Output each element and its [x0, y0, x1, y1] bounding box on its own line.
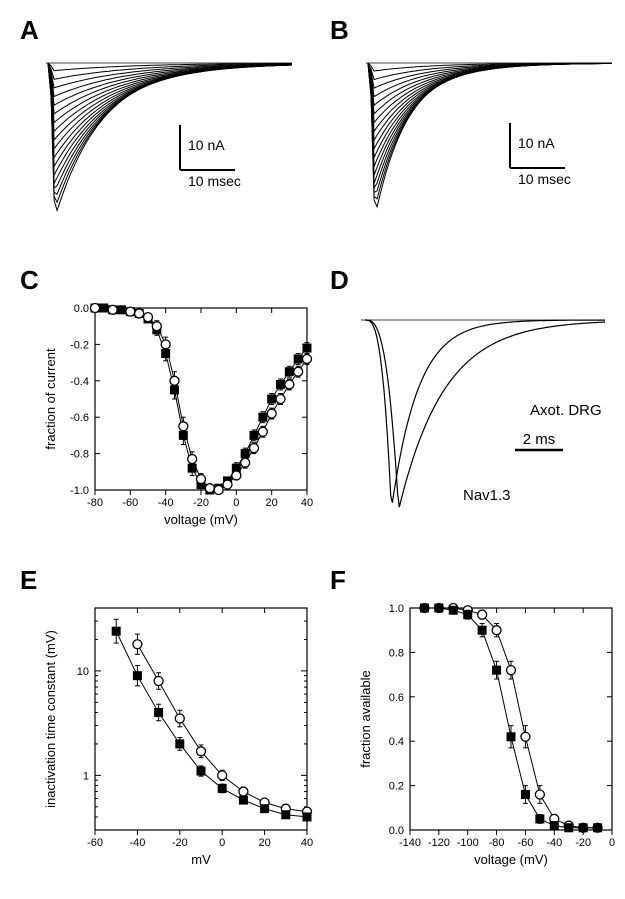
- panel-A-traces: 10 nA 10 msec: [40, 45, 300, 225]
- svg-text:0.0: 0.0: [74, 303, 89, 315]
- panel-label-A: A: [20, 15, 39, 46]
- svg-text:10: 10: [77, 666, 89, 678]
- svg-text:0.4: 0.4: [389, 736, 404, 748]
- svg-text:1: 1: [83, 770, 89, 782]
- svg-text:-20: -20: [575, 837, 591, 849]
- svg-text:0.2: 0.2: [389, 781, 404, 793]
- svg-text:-60: -60: [517, 837, 533, 849]
- panel-B-traces: 10 nA 10 msec: [360, 45, 620, 225]
- svg-text:Nav1.3: Nav1.3: [463, 487, 511, 504]
- svg-text:0: 0: [609, 837, 615, 849]
- svg-text:-1.0: -1.0: [70, 485, 89, 497]
- svg-text:10 nA: 10 nA: [518, 135, 555, 151]
- svg-text:20: 20: [258, 837, 270, 849]
- svg-text:0.8: 0.8: [389, 647, 404, 659]
- panel-label-B: B: [330, 15, 349, 46]
- svg-text:40: 40: [301, 497, 313, 509]
- svg-text:-120: -120: [428, 837, 450, 849]
- svg-text:10 msec: 10 msec: [518, 171, 571, 187]
- svg-text:0.6: 0.6: [389, 692, 404, 704]
- svg-text:fraction available: fraction available: [358, 670, 373, 768]
- panel-D-traces: Axot. DRG Nav1.3 2 ms: [355, 300, 615, 530]
- svg-text:0: 0: [219, 837, 225, 849]
- svg-text:-0.4: -0.4: [70, 376, 89, 388]
- svg-text:-60: -60: [87, 837, 103, 849]
- svg-text:-80: -80: [87, 497, 103, 509]
- svg-text:-40: -40: [158, 497, 174, 509]
- panel-label-F: F: [330, 565, 346, 596]
- svg-text:voltage (mV): voltage (mV): [164, 512, 238, 527]
- svg-text:2 ms: 2 ms: [523, 431, 556, 448]
- svg-text:1.0: 1.0: [389, 603, 404, 615]
- panel-label-E: E: [20, 565, 37, 596]
- svg-text:-140: -140: [399, 837, 421, 849]
- svg-text:-60: -60: [122, 497, 138, 509]
- svg-text:-0.6: -0.6: [70, 412, 89, 424]
- svg-text:-80: -80: [489, 837, 505, 849]
- svg-text:20: 20: [266, 497, 278, 509]
- svg-text:Axot. DRG: Axot. DRG: [530, 402, 602, 419]
- svg-text:10 msec: 10 msec: [188, 173, 241, 189]
- panel-label-C: C: [20, 265, 39, 296]
- svg-text:inactivation time constant (mV: inactivation time constant (mV): [43, 630, 58, 808]
- svg-text:10 nA: 10 nA: [188, 137, 225, 153]
- svg-text:voltage (mV): voltage (mV): [474, 852, 548, 867]
- svg-text:-20: -20: [172, 837, 188, 849]
- svg-text:0: 0: [233, 497, 239, 509]
- svg-text:-100: -100: [457, 837, 479, 849]
- svg-text:40: 40: [301, 837, 313, 849]
- panel-F-inactivation: -140 -120 -100 -80 -60 -40 -20 0 0.0 0.2 0.4 0.6 0.8…: [355, 600, 620, 870]
- svg-text:fraction of current: fraction of current: [43, 348, 58, 450]
- svg-text:-40: -40: [129, 837, 145, 849]
- panel-C-iv: -80 -60 -40 -20 0 20 40 -1.0 -0.8 -0.6 -0.4 -0.2 0.0…: [40, 300, 315, 530]
- panel-E-semilog: -60 -40 -20 0 20 40 1 10 mV inactivation time con…: [40, 600, 315, 870]
- panel-label-D: D: [330, 265, 349, 296]
- svg-text:-0.8: -0.8: [70, 449, 89, 461]
- svg-text:-40: -40: [546, 837, 562, 849]
- svg-text:-0.2: -0.2: [70, 339, 89, 351]
- svg-text:mV: mV: [191, 852, 211, 867]
- figure-root: A B C D E F 10 nA 10 msec 10 nA 10 msec -8…: [10, 10, 615, 889]
- svg-text:-20: -20: [193, 497, 209, 509]
- svg-text:0.0: 0.0: [389, 825, 404, 837]
